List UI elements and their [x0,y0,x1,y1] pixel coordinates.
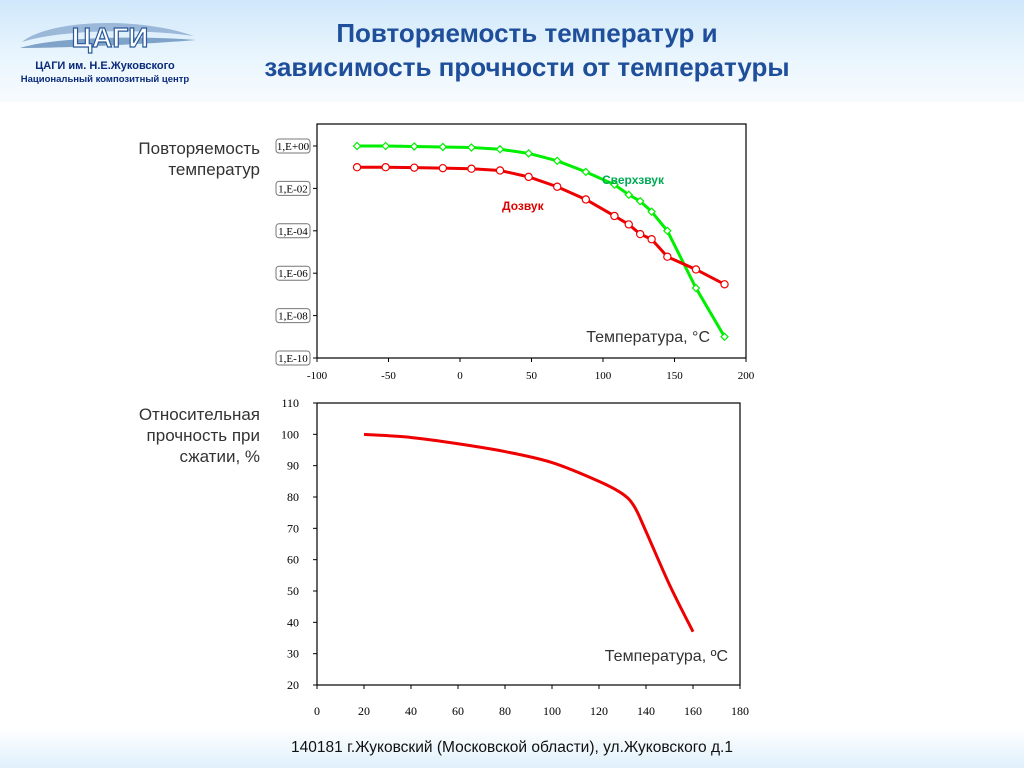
chart2-x-tick-label: 0 [314,704,320,718]
chart2-y-tick-label: 110 [281,396,299,410]
chart2-x-tick-label: 120 [590,704,608,718]
chart1-point-supersonic [552,156,562,166]
chart1-point-supersonic [438,142,448,152]
chart1-point-supersonic [610,180,619,190]
chart1-y-tick-label: 1,E+00 [277,141,310,153]
chart1-point-subsonic [581,195,591,204]
chart2-x-tick-label: 160 [684,704,702,718]
chart1-series-line-subsonic [357,165,726,286]
chart2-y-tick-label: 40 [287,615,299,629]
chart1-point-supersonic [691,283,701,293]
chart2-x-tick-label: 180 [731,704,749,718]
chart1-ylabel-line-2: температур [168,160,260,179]
legend-supersonic: Сверхзвук [602,173,665,187]
chart1-point-subsonic [524,172,533,182]
chart1-y-tick-box [275,138,311,154]
chart1-x-tick-label: 150 [666,370,683,382]
chart2-x-tick-label: 20 [358,704,370,718]
chart2-x-tick-label: 80 [499,704,511,718]
svg-text:ЦАГИ: ЦАГИ [72,22,149,53]
footer-band [0,728,1024,768]
chart2-ylabel: Относительная прочность при сжатии, % [80,404,260,467]
chart2-y-tick-label: 100 [281,427,299,441]
chart1-point-supersonic [524,149,533,158]
chart1-ylabel: Повторяемость температур [80,138,260,180]
org-name: ЦАГИ им. Н.Е.Жуковского [35,60,175,72]
chart1-point-subsonic [624,220,633,229]
chart1-point-subsonic [647,235,656,244]
header-band [0,0,1024,102]
chart2-y-tick-label: 60 [287,553,299,567]
chart2-ylabel-line-3: сжатии, % [179,447,260,466]
chart2-x-tick-label: 140 [637,704,655,718]
chart1-xlabel: Температура, °C [586,329,710,346]
chart1-point-subsonic [663,252,672,261]
footer-address: 140181 г.Жуковский (Московской области),… [291,739,733,756]
chart1-point-supersonic [624,190,634,200]
title-line-1: Повторяемость температур и [336,18,718,48]
chart1-y-tick-label: 1,E-02 [278,183,308,195]
chart1-y-tick-label: 1,E-06 [278,268,308,280]
chart1-point-subsonic [553,182,562,191]
chart2-y-tick-label: 70 [287,521,299,535]
chart1-point-supersonic [663,226,672,236]
chart1-x-tick-label: 0 [457,370,463,382]
chart2-y-tick-label: 30 [287,647,299,661]
chart2-plot-area [316,402,741,686]
chart1-plot-area [316,123,747,359]
chart2-x-tick-label: 60 [452,704,464,718]
chart1-point-subsonic [438,163,448,173]
chart2-ylabel-line-1: Относительная [138,405,260,424]
chart2-x-tick-label: 40 [405,704,417,718]
title-line-2: зависимость прочности от температуры [264,52,790,82]
chart1-y-tick-box [275,308,311,324]
chart1-x-tick-label: 200 [738,370,755,382]
chart1-y-tick-label: 1,E-08 [278,311,308,323]
chart1-point-subsonic [352,162,362,172]
chart1-point-subsonic [467,164,476,173]
chart1-point-supersonic [635,196,645,206]
chart2-y-tick-label: 20 [287,678,299,692]
chart1-ylabel-line-1: Повторяемость [138,139,260,158]
chart1-point-supersonic [581,167,591,177]
chart1-series-line-supersonic [357,144,726,338]
chart1-x-tick-label: 100 [595,370,612,382]
chart1-point-subsonic [691,265,701,274]
chart1-y-tick-label: 1,E-04 [278,226,308,238]
chart1-point-subsonic [381,162,390,172]
chart1-x-tick-label: -50 [381,370,396,382]
chart1-y-tick-box [275,265,311,281]
chart2-xlabel: Температура, ºC [605,648,728,665]
chart1-point-subsonic [635,229,645,239]
chart1-y-tick-label: 1,E-10 [278,353,308,365]
chart1-x-tick-label: -100 [307,370,328,382]
chart1-y-tick-box [275,180,311,196]
chart1-y-tick-box [275,223,311,239]
page-title: Повторяемость температур и зависимость п… [210,16,844,84]
chart2-y-tick-label: 80 [287,490,299,504]
chart1-point-supersonic [720,332,729,342]
chart2-y-tick-label: 50 [287,584,299,598]
chart1-point-subsonic [495,166,505,175]
chart1-point-supersonic [352,141,362,151]
chart1-point-supersonic [647,207,656,217]
chart1-x-tick-label: 50 [526,370,538,382]
chart2-series-line [363,432,695,633]
chart1-point-subsonic [720,280,729,289]
chart1-y-tick-box [275,350,311,366]
chart1-point-subsonic [410,163,419,172]
legend-subsonic: Дозвук [502,199,545,213]
org-subtitle: Национальный композитный центр [20,74,190,85]
chart1-point-supersonic [381,141,390,151]
chart2-y-tick-label: 90 [287,459,299,473]
tsagi-logo: ЦАГИ [20,21,196,54]
chart2-ylabel-line-2: прочность при [146,426,260,445]
chart1-point-subsonic [610,211,619,221]
chart1-point-supersonic [495,144,505,154]
chart2-x-tick-label: 100 [543,704,561,718]
chart1-point-supersonic [409,142,419,151]
chart1-point-supersonic [467,143,476,152]
